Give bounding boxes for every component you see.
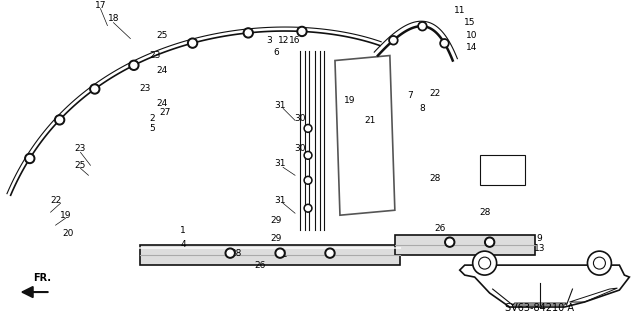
Circle shape: [327, 250, 333, 256]
Text: 30: 30: [294, 144, 306, 153]
Text: 16: 16: [289, 36, 301, 45]
Text: 2: 2: [150, 114, 155, 123]
Circle shape: [245, 30, 252, 36]
Text: 29: 29: [271, 234, 282, 243]
Text: FR.: FR.: [33, 273, 52, 283]
Text: 30: 30: [294, 114, 306, 123]
Circle shape: [304, 124, 312, 132]
Circle shape: [188, 38, 198, 48]
Circle shape: [486, 239, 493, 245]
Text: 31: 31: [275, 196, 286, 205]
Circle shape: [90, 84, 100, 94]
Text: 9: 9: [537, 234, 543, 243]
Text: 22: 22: [50, 196, 61, 205]
Text: 13: 13: [534, 244, 545, 253]
Text: 23: 23: [140, 84, 151, 93]
Circle shape: [27, 155, 33, 161]
Text: 28: 28: [230, 249, 242, 258]
Circle shape: [225, 248, 235, 258]
Circle shape: [189, 40, 196, 46]
Circle shape: [418, 22, 427, 31]
Circle shape: [129, 60, 139, 70]
Circle shape: [306, 153, 310, 158]
Circle shape: [473, 251, 497, 275]
Circle shape: [25, 153, 35, 163]
Text: 31: 31: [276, 250, 288, 259]
Circle shape: [447, 239, 452, 245]
Circle shape: [306, 206, 310, 211]
Text: 29: 29: [271, 216, 282, 225]
Text: SV63-84210 A: SV63-84210 A: [505, 303, 574, 313]
Circle shape: [484, 237, 495, 247]
Circle shape: [442, 41, 447, 46]
Text: 19: 19: [344, 96, 356, 105]
Text: 25: 25: [157, 31, 168, 40]
Text: 18: 18: [108, 14, 119, 23]
Bar: [479, 155, 525, 185]
Text: 7: 7: [407, 91, 413, 100]
Text: 11: 11: [454, 6, 465, 15]
Text: 31: 31: [275, 159, 286, 168]
Text: 26: 26: [434, 224, 445, 233]
Text: 4: 4: [180, 240, 186, 249]
Circle shape: [243, 28, 253, 38]
Circle shape: [479, 257, 491, 269]
Text: 10: 10: [466, 31, 477, 40]
Circle shape: [56, 117, 63, 123]
Circle shape: [304, 176, 312, 184]
Circle shape: [390, 38, 396, 43]
Text: 14: 14: [466, 43, 477, 52]
Circle shape: [440, 39, 449, 48]
Text: 20: 20: [63, 229, 74, 238]
Text: 28: 28: [479, 208, 490, 217]
Text: 24: 24: [157, 99, 168, 108]
Circle shape: [306, 178, 310, 183]
Circle shape: [277, 250, 283, 256]
Text: 5: 5: [150, 124, 156, 133]
Circle shape: [54, 115, 65, 125]
Circle shape: [297, 26, 307, 36]
Circle shape: [389, 36, 398, 45]
Text: 24: 24: [157, 66, 168, 75]
Circle shape: [131, 62, 137, 68]
Circle shape: [420, 24, 425, 29]
Text: 15: 15: [464, 18, 476, 27]
Text: 1: 1: [180, 226, 186, 235]
Circle shape: [588, 251, 611, 275]
Text: 25: 25: [75, 161, 86, 170]
Circle shape: [304, 151, 312, 159]
Text: 12: 12: [278, 36, 290, 45]
Text: 8: 8: [419, 104, 425, 113]
Circle shape: [299, 28, 305, 34]
Text: 28: 28: [429, 174, 440, 183]
Circle shape: [593, 257, 605, 269]
FancyBboxPatch shape: [395, 235, 534, 255]
Text: 31: 31: [275, 101, 286, 110]
Text: 21: 21: [364, 116, 376, 125]
Text: 19: 19: [60, 211, 71, 220]
FancyBboxPatch shape: [140, 245, 400, 265]
Text: 3: 3: [266, 36, 272, 45]
Text: 6: 6: [273, 48, 279, 57]
Circle shape: [92, 86, 98, 92]
Circle shape: [227, 250, 233, 256]
Circle shape: [445, 237, 455, 247]
Text: 23: 23: [150, 51, 161, 60]
Text: 22: 22: [429, 89, 440, 98]
Circle shape: [306, 126, 310, 131]
Circle shape: [304, 204, 312, 212]
Circle shape: [325, 248, 335, 258]
Circle shape: [275, 248, 285, 258]
Text: 27: 27: [159, 108, 171, 117]
Text: 23: 23: [75, 144, 86, 153]
Text: 26: 26: [255, 261, 266, 270]
Text: 17: 17: [95, 1, 106, 10]
